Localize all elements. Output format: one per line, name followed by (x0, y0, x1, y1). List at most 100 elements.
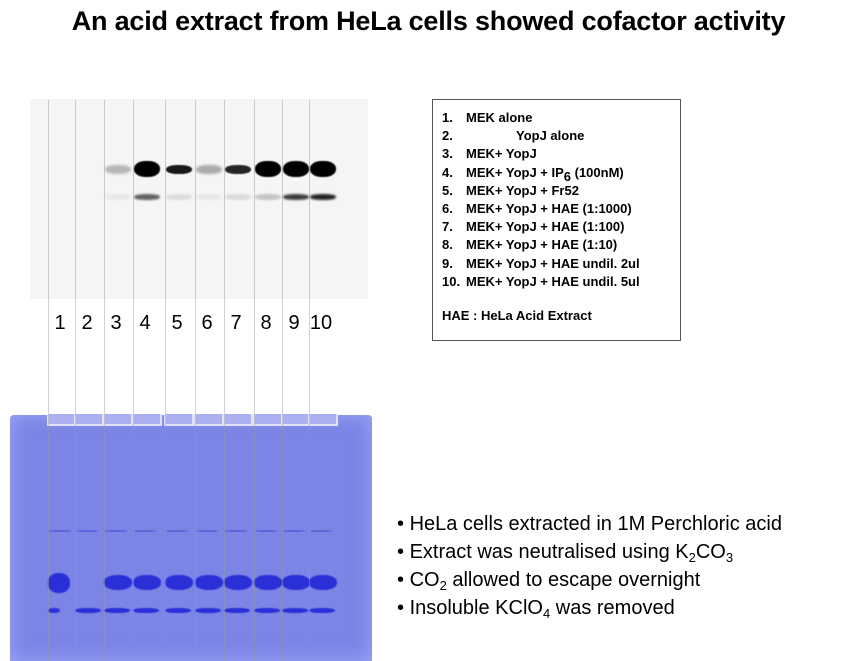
legend-item-number: 6. (442, 201, 453, 217)
lane-divider-line (75, 100, 76, 661)
coomassie-faint-band (134, 530, 156, 532)
coomassie-upper-band (282, 575, 310, 590)
coomassie-upper-band (165, 575, 193, 590)
autoradiograph-lower-band (310, 194, 336, 200)
lane-number-label: 4 (139, 312, 151, 334)
autoradiograph-lower-band (255, 194, 281, 200)
coomassie-faint-band (49, 530, 71, 532)
lane-number-label: 7 (230, 312, 242, 334)
legend-item-number: 5. (442, 182, 453, 198)
gel-well (47, 414, 77, 426)
bullet-list: • HeLa cells extracted in 1M Perchloric … (397, 510, 782, 622)
coomassie-faint-band (310, 530, 332, 532)
lane-number-label: 5 (171, 312, 183, 334)
legend-item-text: MEK+ YopJ + HAE (1:100) (466, 219, 625, 235)
autoradiograph-upper-band (283, 161, 309, 177)
coomassie-faint-band (225, 530, 247, 532)
gel-well (308, 414, 338, 426)
legend-item: 2. YopJ alone (442, 127, 680, 145)
legend-item: 1. MEK alone (442, 109, 680, 127)
coomassie-faint-band (255, 530, 277, 532)
legend-item: 6. MEK+ YopJ + HAE (1:1000) (442, 200, 680, 218)
coomassie-lower-band (282, 608, 308, 613)
lane-divider-line (133, 100, 134, 661)
legend-item-number: 10. (442, 273, 461, 289)
lane-number-label: 6 (201, 312, 213, 334)
lane-divider-line (48, 100, 49, 661)
bullet-item: • HeLa cells extracted in 1M Perchloric … (397, 513, 782, 535)
autoradiograph-lower-band (134, 194, 160, 200)
gel-well (281, 414, 311, 426)
coomassie-lower-band (254, 608, 280, 613)
autoradiograph-upper-band (196, 165, 222, 174)
lane-divider-line (104, 100, 105, 661)
coomassie-upper-band (104, 575, 132, 590)
bullet-item: • Insoluble KClO4 was removed (397, 597, 675, 621)
legend-item: 10. MEK+ YopJ + HAE undil. 5ul (442, 273, 680, 291)
coomassie-lower-band (104, 608, 130, 613)
gel-well (164, 414, 194, 426)
lane-number-label: 9 (288, 312, 300, 334)
legend-item-number: 3. (442, 146, 453, 162)
bullet-item: • Extract was neutralised using K2CO3 (397, 541, 734, 565)
legend-item: 8. MEK+ YopJ + HAE (1:10) (442, 236, 680, 254)
coomassie-upper-band (254, 575, 282, 590)
coomassie-faint-band (196, 530, 218, 532)
autoradiograph-upper-band (134, 161, 160, 177)
autoradiograph-upper-band (255, 161, 281, 177)
bullet-item: • CO2 allowed to escape overnight (397, 569, 701, 593)
legend-item-number: 7. (442, 219, 453, 235)
autoradiograph-upper-band (225, 165, 251, 174)
legend-item-number: 9. (442, 255, 453, 271)
slide-title: An acid extract from HeLa cells showed c… (71, 6, 786, 36)
legend-item-number: 8. (442, 237, 453, 253)
lane-divider-line (195, 100, 196, 661)
coomassie-upper-band (224, 575, 252, 590)
coomassie-lower-band (195, 608, 221, 613)
legend-footnote: HAE : HeLa Acid Extract (442, 308, 592, 324)
coomassie-upper-band (48, 573, 70, 593)
autoradiograph-lower-band (225, 194, 251, 200)
legend-item: 7. MEK+ YopJ + HAE (1:100) (442, 218, 680, 236)
lane-number-label: 1 (54, 312, 66, 334)
coomassie-faint-band (283, 530, 305, 532)
legend-item-text: MEK+ YopJ + Fr52 (466, 182, 579, 198)
coomassie-upper-band (195, 575, 223, 590)
coomassie-faint-band (105, 530, 127, 532)
coomassie-lower-band (75, 608, 101, 613)
autoradiograph-upper-band (166, 165, 192, 174)
gel-well (194, 414, 224, 426)
lane-divider-line (165, 100, 166, 661)
gel-well (223, 414, 253, 426)
autoradiograph-upper-band (105, 165, 131, 174)
lane-legend: 1. MEK alone 2. YopJ alone 3. MEK+ YopJ 4. MEK+… (432, 99, 681, 341)
coomassie-gel-image (10, 415, 372, 661)
gel-well (253, 414, 283, 426)
legend-item-number: 2. (442, 128, 453, 144)
legend-item-text: MEK+ YopJ (466, 146, 537, 162)
lane-divider-line (309, 100, 310, 661)
legend-item-number: 4. (442, 164, 453, 180)
lane-number-label: 10 (309, 312, 333, 334)
legend-item-text: MEK alone (466, 110, 533, 125)
coomassie-faint-band (76, 530, 98, 532)
legend-item: 4. MEK+ YopJ + IP6 (100nM) (442, 164, 680, 183)
legend-item: 5. MEK+ YopJ + Fr52 (442, 182, 680, 200)
lane-divider-line (224, 100, 225, 661)
gel-well (132, 414, 162, 426)
legend-item-text: MEK+ YopJ + HAE undil. 2ul (466, 255, 640, 271)
lane-divider-line (254, 100, 255, 661)
legend-item: 9. MEK+ YopJ + HAE undil. 2ul (442, 255, 680, 273)
legend-item: 3. MEK+ YopJ (442, 145, 680, 163)
lane-number-label: 2 (81, 312, 93, 334)
legend-item-number: 1. (442, 110, 453, 125)
lane-number-label: 8 (260, 312, 272, 334)
autoradiograph-lower-band (105, 194, 131, 200)
lane-divider-line (282, 100, 283, 661)
gel-well (103, 414, 133, 426)
legend-item-text: MEK+ YopJ + HAE (1:10) (466, 237, 618, 253)
autoradiograph-lower-band (196, 194, 222, 200)
autoradiograph-upper-band (310, 161, 336, 177)
gel-well (74, 414, 104, 426)
legend-item-text: MEK+ YopJ + HAE (1:1000) (466, 201, 632, 217)
